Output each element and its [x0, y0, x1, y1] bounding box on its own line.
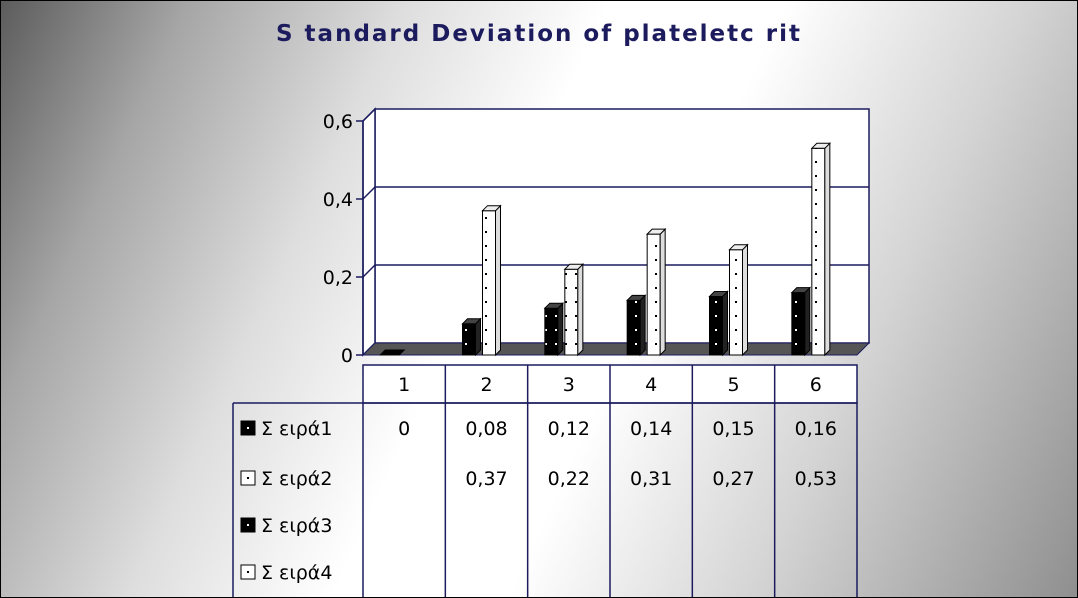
y-tick-label: 0,4 — [323, 189, 353, 211]
table-value-cell: 0,08 — [465, 418, 507, 440]
bar-series2-cat3-side — [577, 262, 584, 357]
bar-series2-cat6-side — [824, 142, 831, 357]
plot-side-wall — [362, 107, 376, 357]
bar-series2-cat2-top — [481, 205, 502, 212]
y-tick-label: 0,6 — [323, 111, 353, 133]
bar-series1-cat4-front — [626, 299, 641, 356]
legend-key-dot — [247, 571, 249, 573]
bar-series1-cat6-front — [791, 292, 806, 356]
bar-series2-cat2 — [481, 204, 502, 357]
bar-series1-cat6-side — [804, 286, 811, 357]
bar-series1-cat2-side — [475, 317, 481, 357]
table-value-cell: 0,31 — [630, 468, 672, 490]
bar-series1-cat2-top — [461, 318, 482, 325]
bar-series2-cat4-side — [659, 227, 666, 357]
bar-series2-cat2-front — [482, 210, 496, 356]
data-table: 1 2 3 4 5 6 Σ ειρά1 0 0,08 0,12 0,14 0,15 0,16 Σ ειρά… — [232, 364, 858, 597]
bar-series1-cat3-side — [557, 301, 564, 357]
legend-label-4: Σ ειρά4 — [261, 562, 332, 584]
x-category-label: 6 — [810, 374, 822, 396]
plot-back-wall — [374, 108, 870, 344]
bar-series1-cat3-top — [543, 302, 565, 309]
bar-series2-cat4-top — [645, 228, 667, 235]
bar-series1-cat6-top — [790, 287, 812, 294]
x-category-label: 5 — [727, 374, 739, 396]
x-category-label: 2 — [480, 374, 492, 396]
table-value-cell: 0 — [398, 418, 410, 440]
bar-series1-cat5 — [708, 290, 729, 357]
x-category-label: 1 — [398, 374, 410, 396]
y-axis: 0 0,2 0,4 0,6 — [323, 111, 364, 367]
bar-series1-cat5-top — [708, 291, 729, 297]
bar-series2-cat6-front — [811, 147, 826, 356]
legend-label-3: Σ ειρά3 — [261, 515, 332, 537]
y-tick-label: 0 — [341, 345, 353, 367]
table-value-cell: 0,27 — [712, 468, 754, 490]
bar-series1-cat4-top — [625, 294, 647, 301]
bar-series2-cat5-top — [728, 244, 749, 251]
bar-series1-cat2 — [461, 317, 482, 357]
table-value-cell: 0,15 — [712, 418, 754, 440]
chart-title: S tandard Deviation of plateletc rit — [275, 21, 803, 47]
bar-series2-cat6-top — [810, 142, 832, 149]
bar-series2-cat3-top — [563, 263, 585, 270]
gridline-side — [362, 186, 376, 200]
bar-series1-cat3 — [543, 301, 565, 357]
legend-key-dot — [247, 427, 249, 429]
gridline-side — [362, 264, 376, 278]
table-value-cell: 0,16 — [795, 418, 837, 440]
bar-series2-cat5-side — [742, 243, 748, 357]
bar-series1-cat3-front — [544, 307, 559, 356]
bar-series1-cat1-flat — [378, 349, 406, 356]
table-value-cell: 0,12 — [548, 418, 590, 440]
bar-series2-cat3 — [563, 262, 585, 357]
table-value-cell: 0,22 — [548, 468, 590, 490]
bar-series2-cat4-front — [646, 233, 661, 356]
bar-series2-cat4 — [645, 227, 667, 357]
legend-key-dot — [247, 524, 249, 526]
x-category-label: 3 — [563, 374, 575, 396]
gridline-side — [362, 108, 376, 122]
legend-label-2: Σ ειρά2 — [261, 468, 332, 490]
bar-series1-cat4 — [625, 294, 647, 357]
y-tick-label: 0,2 — [323, 267, 353, 289]
bar-series1-cat4-side — [639, 294, 646, 357]
bar-series1-cat5-front — [709, 296, 723, 356]
bar-series2-cat5 — [728, 243, 749, 357]
bar-series2-cat3-front — [564, 268, 579, 356]
bar-series1-cat5-side — [722, 290, 728, 357]
table-value-cell: 0,14 — [630, 418, 672, 440]
bar-series1-cat6 — [790, 286, 812, 357]
table-value-cell: 0,37 — [465, 468, 507, 490]
bar-series2-cat5-front — [729, 249, 743, 356]
legend-label-1: Σ ειρά1 — [261, 418, 332, 440]
table-value-cell: 0,53 — [795, 468, 837, 490]
legend-key-dot — [247, 477, 249, 479]
bars-group — [378, 142, 832, 357]
bar-series2-cat2-side — [495, 204, 501, 357]
x-category-label: 4 — [645, 374, 657, 396]
bar-series1-cat2-front — [462, 323, 476, 356]
bar-series2-cat6 — [810, 142, 832, 357]
bar-series1-cat1 — [378, 349, 406, 356]
